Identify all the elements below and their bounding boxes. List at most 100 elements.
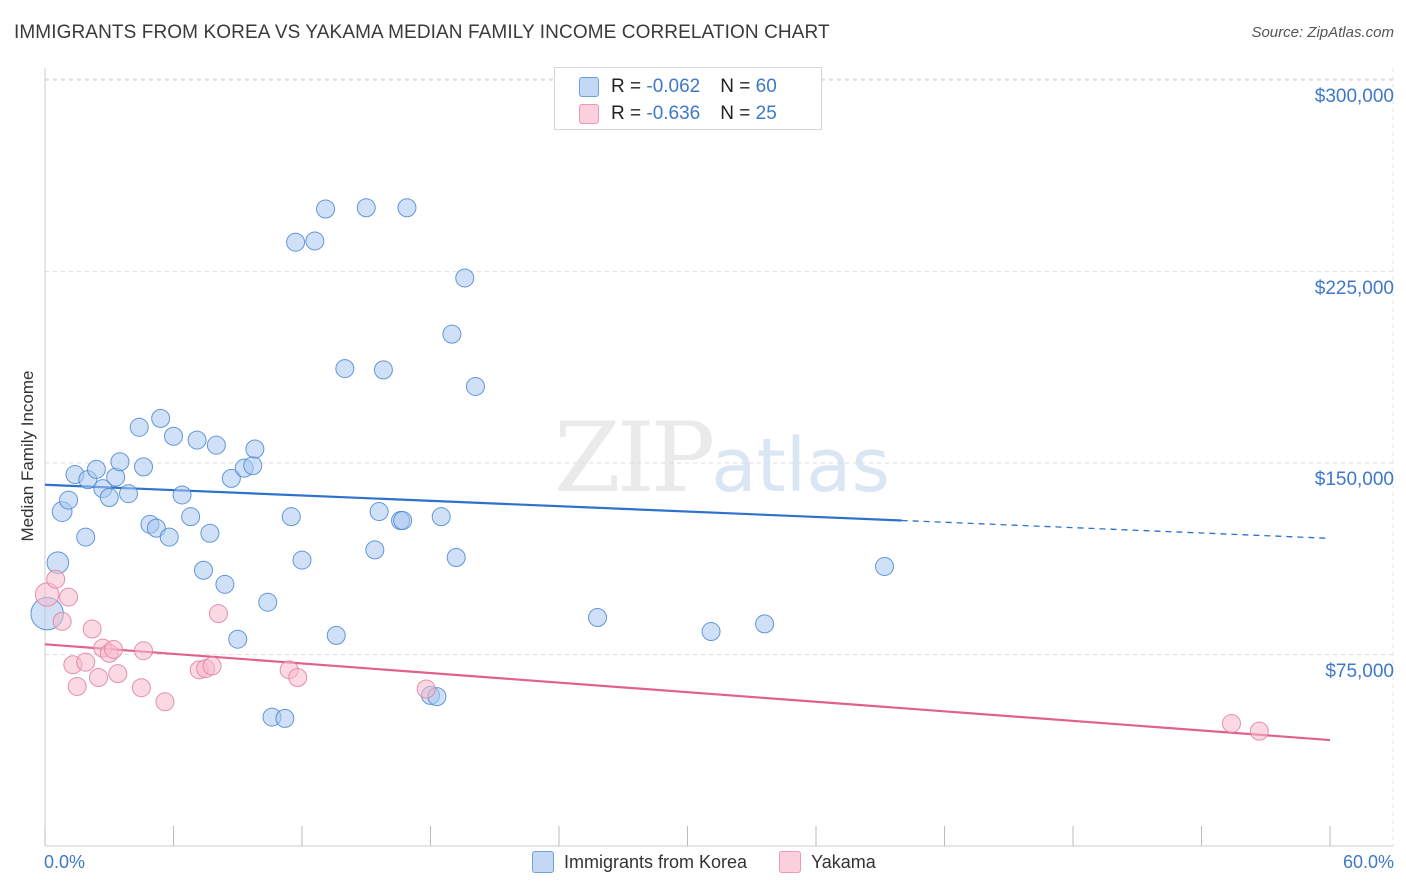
- yakama-point: [416, 679, 436, 699]
- korea-point: [76, 527, 96, 547]
- korea-point: [206, 435, 226, 455]
- trend-lines: [44, 483, 1331, 742]
- x-tick-label-max: 60.0%: [1342, 852, 1394, 872]
- chart-title: IMMIGRANTS FROM KOREA VS YAKAMA MEDIAN F…: [14, 22, 830, 43]
- legend-row-korea: R = -0.062 N = 60: [579, 75, 777, 99]
- korea-point: [286, 232, 306, 252]
- korea-point: [228, 629, 248, 649]
- korea-r-label: R =: [611, 76, 647, 97]
- yakama-point: [208, 604, 228, 624]
- korea-point: [200, 523, 220, 543]
- legend-row-yakama: R = -0.636 N = 25: [579, 102, 777, 126]
- correlation-legend: R = -0.062 N = 60 R = -0.636 N = 25: [554, 67, 822, 130]
- yakama-point: [134, 641, 154, 661]
- yakama-r-value: -0.636: [646, 103, 701, 124]
- yakama-point: [52, 611, 72, 631]
- y-tick-label: $75,000: [1325, 660, 1394, 682]
- yakama-legend-swatch: [779, 851, 802, 873]
- yakama-point: [82, 619, 102, 639]
- x-tick-label-min: 0.0%: [44, 852, 86, 872]
- korea-point: [99, 488, 119, 508]
- korea-point: [172, 485, 192, 505]
- korea-point: [326, 625, 346, 645]
- yakama-point: [131, 678, 151, 698]
- korea-point: [193, 560, 213, 580]
- yakama-point: [104, 639, 124, 659]
- y-tick-label: $150,000: [1314, 469, 1394, 491]
- yakama-r-label: R =: [611, 103, 647, 124]
- korea-n-label: N =: [720, 76, 756, 97]
- korea-point: [373, 360, 393, 380]
- korea-point: [119, 484, 139, 504]
- korea-point: [86, 459, 106, 479]
- y-tick-label: $300,000: [1314, 86, 1394, 108]
- y-tick-label: $225,000: [1314, 277, 1394, 299]
- korea-point: [245, 439, 265, 459]
- korea-point: [305, 231, 325, 251]
- legend-item-yakama[interactable]: Yakama: [779, 851, 876, 873]
- korea-point: [187, 430, 207, 450]
- korea-point: [258, 592, 278, 612]
- yakama-point: [76, 652, 96, 672]
- korea-point: [316, 199, 336, 219]
- yakama-point: [1249, 721, 1269, 741]
- watermark-atlas: atlas: [711, 423, 891, 509]
- korea-point: [455, 268, 475, 288]
- data-points: [30, 198, 1269, 741]
- korea-point: [129, 417, 149, 437]
- korea-trend-line-extension: [901, 519, 1331, 540]
- yakama-point: [67, 676, 87, 696]
- yakama-point: [59, 587, 79, 607]
- korea-point: [134, 457, 154, 477]
- korea-legend-swatch: [532, 851, 554, 873]
- korea-point: [335, 359, 355, 379]
- korea-point: [588, 608, 608, 628]
- korea-point: [292, 550, 312, 570]
- korea-point: [110, 452, 130, 472]
- korea-point: [215, 574, 235, 594]
- yakama-point: [202, 656, 222, 676]
- korea-point: [243, 456, 263, 476]
- korea-n-value: 60: [755, 76, 777, 97]
- korea-point: [701, 622, 721, 642]
- korea-point: [431, 507, 451, 527]
- korea-point: [397, 198, 417, 218]
- yakama-point: [288, 668, 308, 688]
- series-legend: Immigrants from Korea Yakama: [532, 851, 908, 873]
- korea-point: [393, 510, 413, 530]
- yakama-n-label: N =: [720, 103, 756, 124]
- korea-point: [59, 490, 79, 510]
- korea-point: [465, 376, 485, 396]
- korea-point: [159, 527, 179, 547]
- korea-point: [356, 198, 376, 218]
- korea-point: [164, 426, 183, 446]
- yakama-point: [108, 664, 128, 684]
- legend-item-korea[interactable]: Immigrants from Korea: [532, 851, 747, 873]
- yakama-legend-label: Yakama: [811, 851, 876, 872]
- chart-source: Source: ZipAtlas.com: [1251, 24, 1394, 41]
- korea-point: [755, 614, 775, 634]
- yakama-point: [46, 569, 66, 589]
- axes: [44, 68, 1393, 847]
- yakama-point: [155, 692, 175, 712]
- korea-r-value: -0.062: [646, 76, 701, 97]
- korea-point: [365, 540, 385, 560]
- yakama-trend-line: [44, 643, 1331, 742]
- yakama-n-value: 25: [755, 103, 777, 124]
- korea-point: [369, 502, 389, 522]
- yakama-swatch: [579, 104, 599, 124]
- korea-trend-line: [44, 483, 902, 522]
- yakama-point: [1221, 713, 1241, 733]
- korea-point: [275, 708, 295, 728]
- korea-legend-label: Immigrants from Korea: [564, 851, 748, 872]
- korea-point: [446, 548, 466, 568]
- korea-swatch: [579, 77, 599, 97]
- korea-point: [875, 556, 895, 576]
- watermark-zip: ZIP: [554, 402, 715, 514]
- korea-point: [281, 507, 301, 527]
- zipatlas-watermark: ZIPatlas: [554, 402, 890, 514]
- korea-point: [151, 408, 171, 428]
- yakama-point: [89, 668, 109, 688]
- korea-point: [221, 468, 241, 488]
